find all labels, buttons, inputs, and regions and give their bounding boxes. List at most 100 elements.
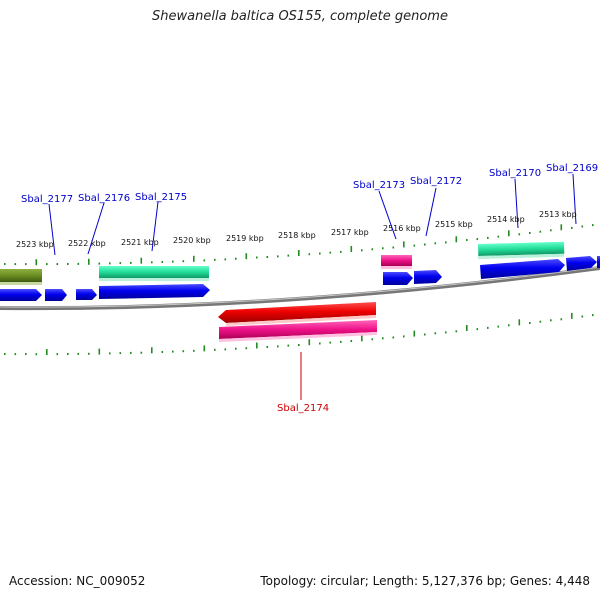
minor-tick — [413, 244, 416, 247]
minor-tick — [403, 335, 405, 338]
cds-arrow-reverse[interactable] — [218, 302, 376, 323]
minor-tick — [109, 352, 111, 355]
minor-tick — [319, 342, 321, 345]
minor-tick — [203, 259, 206, 262]
minor-tick — [266, 346, 269, 348]
major-tick — [256, 342, 258, 349]
minor-tick — [424, 243, 426, 246]
minor-tick — [434, 332, 437, 335]
lower-tick-row — [4, 312, 594, 356]
minor-tick — [592, 314, 594, 317]
minor-tick — [487, 326, 489, 329]
cds-arrow-reverse-shadow — [226, 315, 376, 326]
minor-tick — [277, 345, 279, 348]
cds-arrow-forward[interactable] — [99, 284, 210, 299]
minor-tick — [25, 263, 27, 266]
scale-label: 2523 kbp — [16, 240, 54, 249]
minor-tick — [508, 324, 510, 327]
gene-block-teal[interactable] — [99, 266, 209, 278]
minor-tick — [497, 325, 500, 328]
gene-label[interactable]: Sbal_2170 — [489, 168, 541, 179]
gene-label[interactable]: Sbal_2172 — [410, 176, 462, 187]
minor-tick — [518, 233, 521, 236]
gene-block-pink-lower[interactable] — [219, 320, 377, 339]
gene-label[interactable]: Sbal_2176 — [78, 193, 130, 204]
minor-tick — [371, 338, 374, 341]
cds-arrow-forward-partial[interactable] — [597, 256, 600, 268]
topology-text: Topology: circular; Length: 5,127,376 bp… — [260, 574, 590, 588]
scale-label: 2515 kbp — [435, 220, 473, 229]
minor-tick — [25, 353, 27, 356]
minor-tick — [214, 258, 216, 261]
gene-label[interactable]: Sbal_2174 — [277, 403, 329, 414]
gene-block-pink[interactable] — [381, 255, 412, 266]
minor-tick — [214, 348, 216, 351]
major-tick — [403, 241, 405, 248]
minor-tick — [539, 320, 542, 323]
minor-tick — [14, 353, 17, 356]
minor-tick — [77, 262, 80, 265]
minor-tick — [98, 262, 101, 265]
minor-tick — [140, 351, 143, 354]
minor-tick — [130, 261, 132, 264]
cds-arrow-forward[interactable] — [566, 256, 597, 271]
minor-tick — [445, 331, 447, 334]
minor-tick — [193, 349, 195, 352]
scale-label: 2520 kbp — [173, 236, 211, 245]
gene-label[interactable]: Sbal_2169 — [546, 163, 598, 174]
minor-tick — [581, 225, 584, 228]
scale-label: 2516 kbp — [383, 224, 421, 233]
minor-tick — [130, 351, 132, 354]
minor-tick — [581, 315, 584, 318]
scale-label: 2519 kbp — [226, 234, 264, 243]
cds-arrow-forward[interactable] — [76, 289, 97, 300]
gene-label[interactable]: Sbal_2177 — [21, 194, 73, 205]
minor-tick — [77, 352, 80, 355]
major-tick — [193, 255, 195, 262]
minor-tick — [340, 250, 342, 253]
minor-tick — [88, 352, 90, 355]
gene-label[interactable]: Sbal_2173 — [353, 180, 405, 191]
gene-block-olive-shadow — [0, 282, 42, 285]
gene-block-pink-lower-shadow — [219, 332, 377, 342]
cds-arrow-forward[interactable] — [414, 270, 442, 284]
major-tick — [466, 325, 468, 331]
minor-tick — [329, 341, 332, 344]
minor-tick — [550, 229, 552, 232]
minor-tick — [539, 230, 542, 233]
minor-tick — [560, 318, 563, 321]
minor-tick — [455, 330, 458, 333]
scale-label: 2517 kbp — [331, 228, 369, 237]
minor-tick — [109, 262, 111, 265]
gene-block-pink-shadow — [381, 266, 412, 269]
gene-label[interactable]: Sbal_2175 — [135, 192, 187, 203]
minor-tick — [67, 353, 69, 355]
major-tick — [140, 257, 143, 264]
major-tick — [308, 339, 311, 346]
minor-tick — [119, 352, 122, 355]
minor-tick — [235, 347, 237, 350]
gene-block-teal-shadow — [99, 278, 209, 281]
gene-block-olive[interactable] — [0, 269, 42, 282]
minor-tick — [424, 333, 426, 336]
minor-tick — [392, 336, 395, 339]
major-tick — [151, 347, 153, 354]
gene-block-teal[interactable] — [478, 241, 565, 256]
minor-tick — [161, 351, 164, 353]
minor-tick — [182, 260, 185, 263]
minor-tick — [287, 344, 290, 347]
major-tick — [361, 335, 363, 342]
minor-tick — [298, 344, 300, 346]
minor-tick — [340, 340, 342, 343]
major-tick — [298, 250, 300, 256]
genome-backbone-highlight — [0, 266, 600, 308]
major-tick — [46, 349, 48, 356]
cds-arrow-forward[interactable] — [0, 289, 42, 301]
cds-arrow-forward[interactable] — [383, 272, 413, 285]
cds-arrow-forward[interactable] — [480, 259, 565, 279]
gene-block-teal-shadow — [478, 253, 565, 259]
cds-arrow-forward[interactable] — [45, 289, 67, 301]
scale-label: 2518 kbp — [278, 231, 316, 240]
scale-labels: 2523 kbp 2522 kbp 2521 kbp 2520 kbp 2519… — [16, 210, 577, 249]
minor-tick — [350, 340, 353, 342]
